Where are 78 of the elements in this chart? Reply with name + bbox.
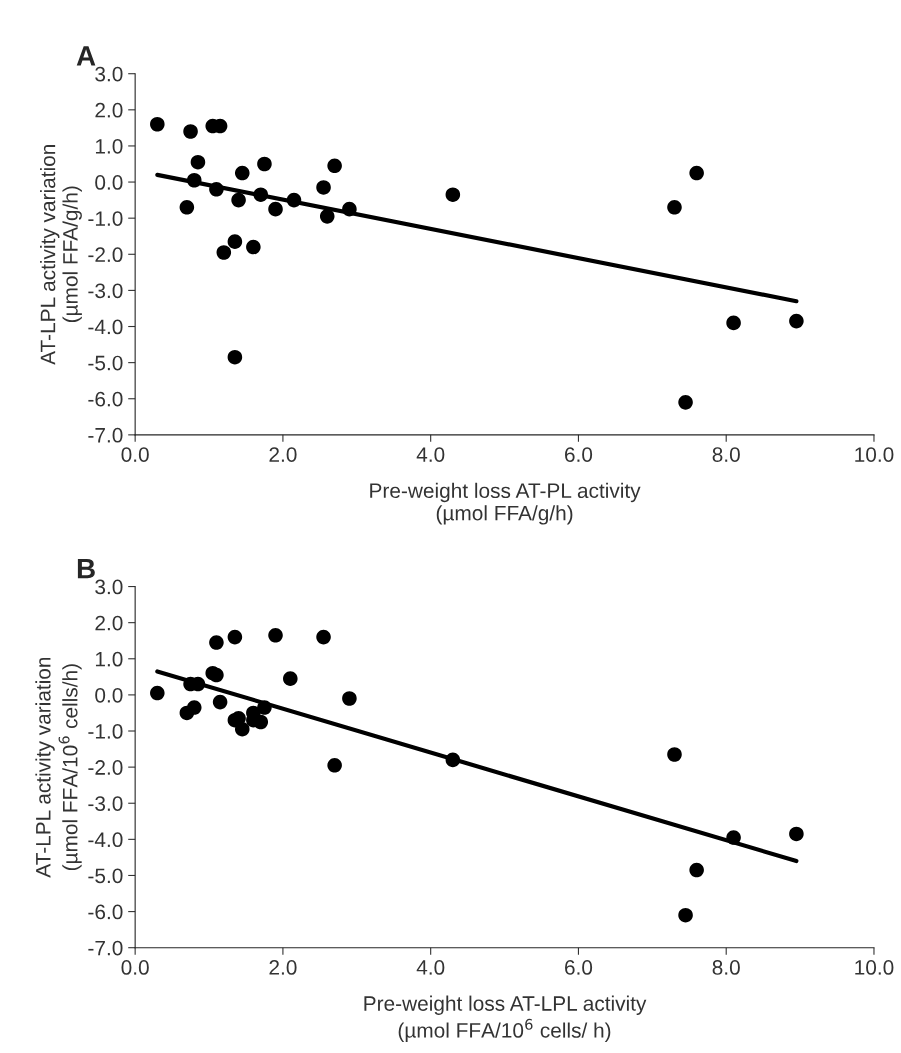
- point: [209, 667, 224, 683]
- y-tick-label: -6.0: [88, 904, 123, 920]
- y-tick-label: 2.0: [95, 615, 123, 631]
- point: [227, 349, 243, 365]
- y-tick-label: -6.0: [88, 391, 123, 407]
- point: [445, 187, 461, 202]
- y-axis-title: AT-LPL activity variation (µmol FFA/g/h): [40, 145, 82, 365]
- point: [257, 156, 272, 172]
- point: [150, 116, 165, 132]
- y-tick-label: 3.0: [95, 66, 123, 82]
- point: [212, 694, 228, 710]
- chart-title: A: [76, 46, 96, 66]
- x-tick-label: 10.0: [855, 447, 894, 462]
- y-tick-label: -5.0: [88, 868, 123, 884]
- x-tick-label: 8.0: [712, 447, 740, 462]
- y-tick-label: -4.0: [88, 832, 123, 848]
- point: [789, 826, 804, 842]
- point: [789, 313, 804, 329]
- point: [183, 124, 198, 139]
- x-tick-label: 0.0: [121, 960, 149, 975]
- point: [246, 239, 261, 255]
- point: [316, 629, 331, 645]
- point: [150, 685, 165, 701]
- y-tick-label: 3.0: [95, 579, 123, 595]
- x-tick-label: 4.0: [416, 960, 445, 975]
- x-tick-label: 8.0: [712, 960, 740, 975]
- point: [268, 201, 283, 217]
- point: [227, 629, 243, 645]
- point: [209, 635, 224, 650]
- x-tick-label: 10.0: [855, 960, 894, 975]
- point: [327, 758, 342, 773]
- point: [216, 245, 232, 260]
- point: [689, 165, 704, 181]
- y-tick-label: -4.0: [88, 319, 123, 335]
- y-tick-label: 2.0: [95, 102, 123, 118]
- point: [327, 158, 342, 174]
- point: [283, 671, 298, 686]
- y-tick-label: -1.0: [88, 724, 123, 739]
- y-tick-label: 0.0: [95, 687, 123, 703]
- point: [319, 209, 335, 224]
- point: [689, 862, 704, 878]
- y-tick-label: -2.0: [88, 760, 123, 775]
- y-tick-label: -3.0: [88, 283, 123, 299]
- point: [678, 907, 693, 923]
- x-tick-label: 0.0: [121, 447, 149, 462]
- point: [231, 192, 246, 208]
- y-tick-label: -5.0: [88, 355, 123, 371]
- point: [667, 747, 682, 762]
- point: [726, 315, 741, 331]
- x-axis-title: Pre-weight loss AT-LPL activity (µmol FFA/10$^{6}$ cells/ h): [364, 995, 647, 1042]
- point: [186, 700, 202, 715]
- chart-title: B: [77, 559, 95, 579]
- point: [235, 721, 250, 737]
- y-tick-label: 1.0: [95, 651, 123, 667]
- y-tick-label: -7.0: [88, 940, 123, 956]
- y-tick-label: 1.0: [95, 138, 123, 154]
- y-tick-label: 0.0: [95, 175, 123, 190]
- point: [678, 395, 693, 410]
- y-tick-label: -1.0: [88, 211, 123, 226]
- point: [268, 628, 283, 643]
- x-tick-label: 2.0: [269, 960, 297, 975]
- y-axis-title: AT-LPL activity variation (µmol FFA/10$^{6}$ cells/h): [35, 657, 82, 878]
- x-tick-label: 4.0: [416, 447, 445, 462]
- x-tick-label: 6.0: [565, 960, 593, 975]
- point: [316, 180, 331, 195]
- point: [253, 714, 269, 730]
- x-tick-label: 6.0: [565, 447, 593, 462]
- point: [667, 200, 682, 215]
- point: [179, 200, 195, 215]
- point: [190, 154, 206, 170]
- y-tick-label: -3.0: [88, 796, 123, 811]
- point: [227, 234, 243, 249]
- point: [235, 165, 250, 181]
- x-axis-title: Pre-weight loss AT-PL activity (µmol FFA/g/h): [370, 482, 641, 525]
- y-tick-label: -7.0: [88, 427, 123, 443]
- y-tick-label: -2.0: [88, 247, 123, 263]
- point: [342, 691, 357, 706]
- x-tick-label: 2.0: [269, 447, 297, 462]
